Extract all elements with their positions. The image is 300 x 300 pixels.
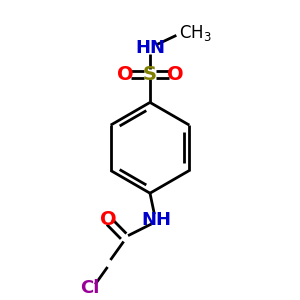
Text: NH: NH <box>142 211 172 229</box>
Text: HN: HN <box>135 39 165 57</box>
Text: Cl: Cl <box>80 279 100 297</box>
Text: O: O <box>117 65 134 84</box>
Text: O: O <box>100 210 116 229</box>
Text: O: O <box>167 65 183 84</box>
Text: S: S <box>143 65 157 84</box>
Text: CH$_3$: CH$_3$ <box>179 23 212 43</box>
